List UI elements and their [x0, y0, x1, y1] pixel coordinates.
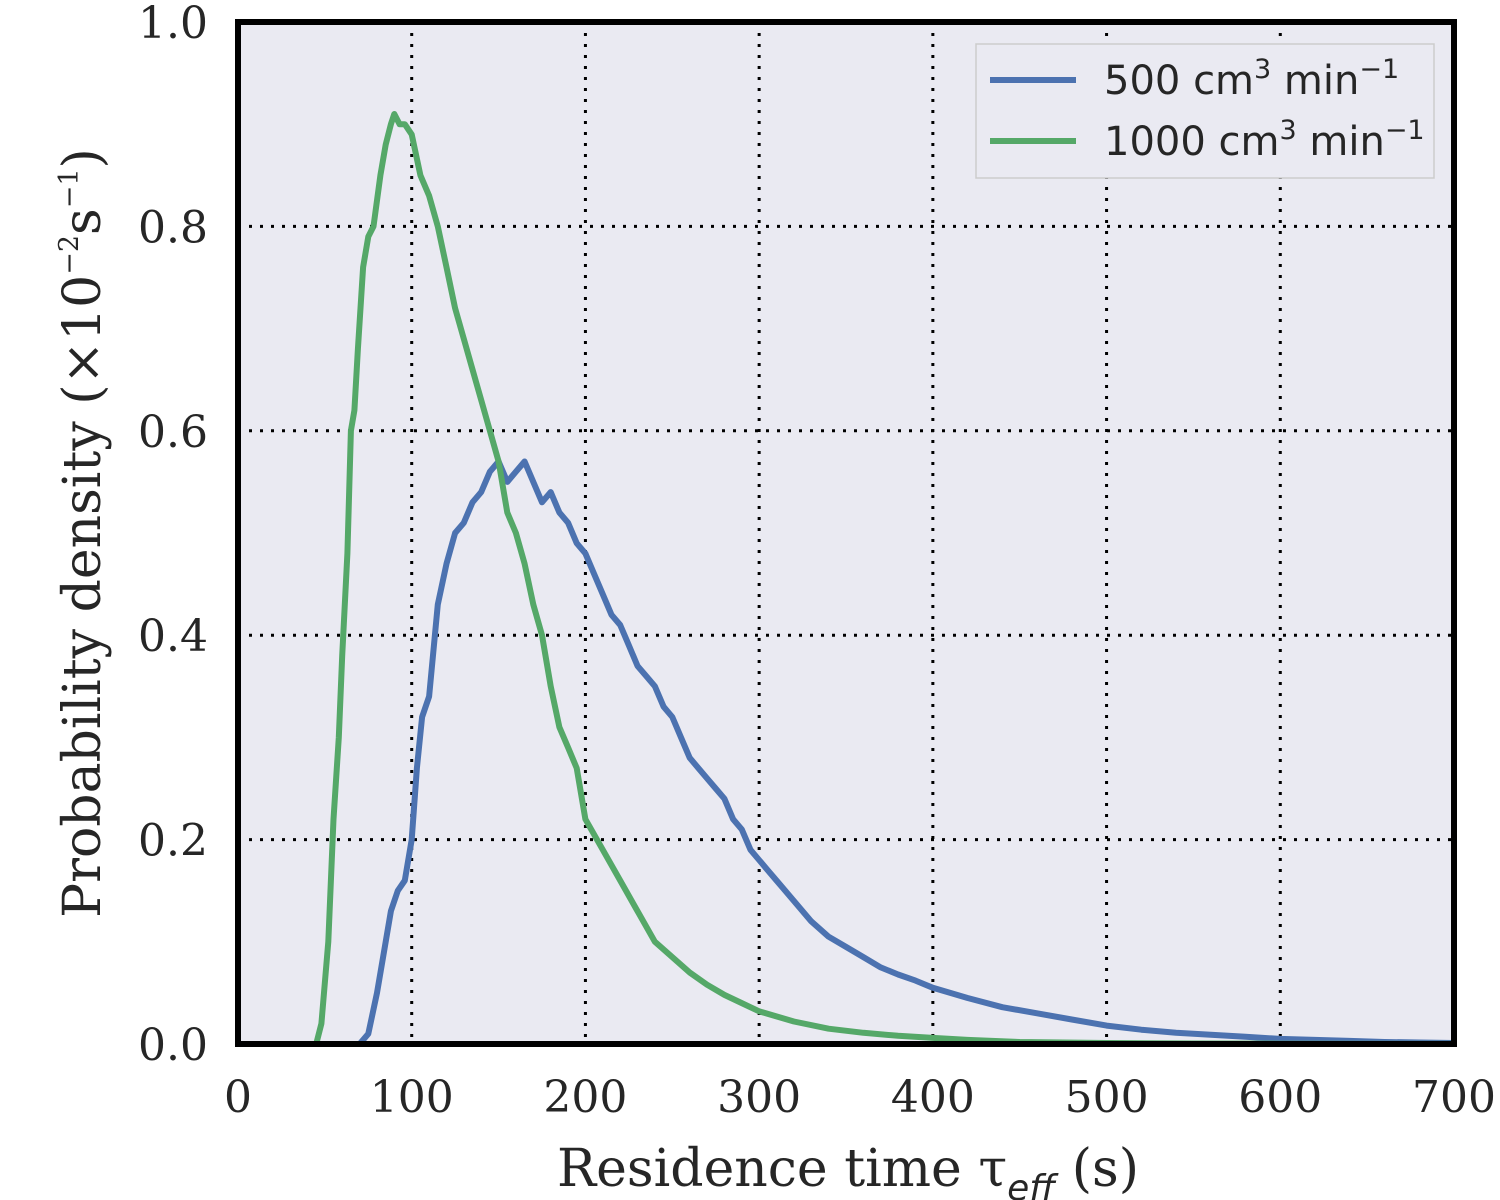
y-axis-title: Probability density (×10−2s−1) — [53, 148, 113, 918]
x-axis-title: Residence time τeff (s) — [557, 1139, 1139, 1200]
y-tick-label: 0.6 — [138, 407, 208, 458]
plot-background — [238, 22, 1454, 1044]
series-line-0 — [235, 458, 1457, 1047]
x-tick-labels: 0 100 200 300 400 500 600 700 — [224, 1072, 1496, 1123]
legend-label-500: 500 cm3 min−1 — [1104, 54, 1399, 104]
plot-frame — [235, 19, 1457, 1047]
x-tick-label: 100 — [370, 1072, 454, 1123]
y-tick-labels: 0.0 0.2 0.4 0.6 0.8 1.0 — [138, 0, 208, 1071]
series-layer — [235, 111, 1457, 1047]
grid — [238, 22, 1454, 1044]
x-tick-label: 600 — [1238, 1072, 1322, 1123]
x-tick-label: 0 — [224, 1072, 252, 1123]
x-tick-label: 700 — [1412, 1072, 1496, 1123]
legend-label-1000: 1000 cm3 min−1 — [1104, 115, 1425, 165]
x-tick-label: 500 — [1065, 1072, 1149, 1123]
y-tick-label: 0.2 — [138, 816, 208, 867]
legend-box — [975, 43, 1435, 179]
series-line-1 — [235, 111, 1457, 1047]
y-tick-label: 0.4 — [138, 611, 208, 662]
x-tick-label: 400 — [891, 1072, 975, 1123]
x-tick-label: 200 — [543, 1072, 627, 1123]
y-tick-label: 0.8 — [138, 202, 208, 253]
legend: 500 cm3 min−1 1000 cm3 min−1 — [975, 43, 1435, 179]
y-tick-label: 0.0 — [138, 1020, 208, 1071]
x-tick-label: 300 — [717, 1072, 801, 1123]
y-tick-label: 1.0 — [138, 0, 208, 49]
